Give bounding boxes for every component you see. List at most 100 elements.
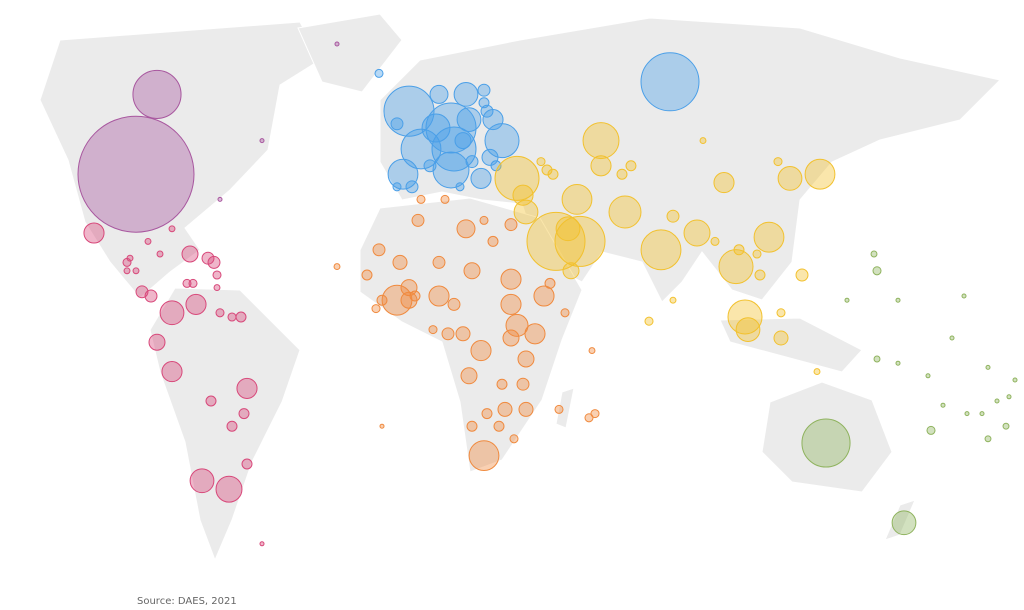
bubble [795,268,809,282]
bubble [400,128,442,170]
bubble [891,510,917,536]
bubble [392,254,408,270]
world-map [39,13,1001,562]
bubble [773,330,789,346]
bubble [926,425,936,435]
bubble [754,269,766,281]
bubble [616,168,628,180]
bubble [376,294,388,306]
bubble [773,157,783,167]
bubble [379,423,385,429]
bubble [870,250,878,258]
bubble [126,254,134,262]
bubble [159,300,185,326]
bubble [554,404,564,414]
bubble [872,266,882,276]
north-america [39,21,321,299]
bubble [455,182,465,192]
bubble [493,420,505,432]
bubble [555,216,581,242]
greenland [297,13,403,93]
bubble [429,84,449,104]
bubble [453,82,479,107]
bubble [964,411,970,417]
bubble [895,360,901,366]
bubble [752,249,762,259]
bubble [683,219,711,247]
bubble [479,215,489,225]
bubble [513,199,539,225]
bubble [541,164,553,176]
bubble [213,284,221,292]
bubble [533,285,555,307]
bubble [477,83,491,97]
bubble [801,418,851,468]
bubble [374,68,384,78]
bubble [371,304,381,314]
bubble [168,225,176,233]
bubble [383,85,435,137]
bubble [777,166,803,191]
bubble [468,440,500,472]
bubble [644,316,654,326]
bubble [518,401,534,417]
bubble [502,329,520,347]
bubble [181,245,199,263]
bubble [428,325,438,335]
bubble [236,377,258,399]
bubble [554,215,606,267]
bubble [504,218,518,232]
bubble [466,420,478,432]
bubble [753,221,785,253]
bubble [390,117,404,131]
bubble [961,293,967,299]
bubble [212,270,222,280]
bubble [77,115,195,233]
bubble [334,41,340,47]
bubble [455,326,471,342]
bubble [500,293,522,315]
bubble [188,278,198,288]
bubble [497,401,513,417]
bubble [241,458,253,470]
bubble [132,69,182,119]
bubble [456,219,476,239]
bubble [494,155,540,201]
bubble [372,243,386,257]
bubble [215,308,225,318]
south-america [149,287,301,562]
bubble [405,180,419,194]
bubble [560,308,570,318]
source-note: Source: DAES, 2021 [137,596,237,607]
bubble [259,138,265,144]
bubble [669,296,677,304]
bubble [584,413,594,423]
bubble [148,333,166,351]
bubble [536,157,546,167]
bubble [235,311,247,323]
bubble [440,194,450,204]
bubble [949,335,955,341]
bubble [83,222,105,244]
bubble [207,255,221,269]
bubble [666,209,680,223]
bubble [804,158,836,190]
bubble [994,398,1000,404]
bubble [156,250,164,258]
bubble [441,327,455,341]
bubble [496,378,508,390]
bubble [465,155,479,169]
bubble [590,409,600,419]
bubble [985,364,991,370]
bubble [487,235,499,247]
bubble [710,236,720,246]
bubble [625,160,637,172]
bubble [873,355,881,363]
bubble [505,313,529,337]
bubble [392,182,402,192]
bubble [259,541,265,547]
bubble [925,373,931,379]
bubble [423,159,437,173]
bubble [432,255,446,269]
